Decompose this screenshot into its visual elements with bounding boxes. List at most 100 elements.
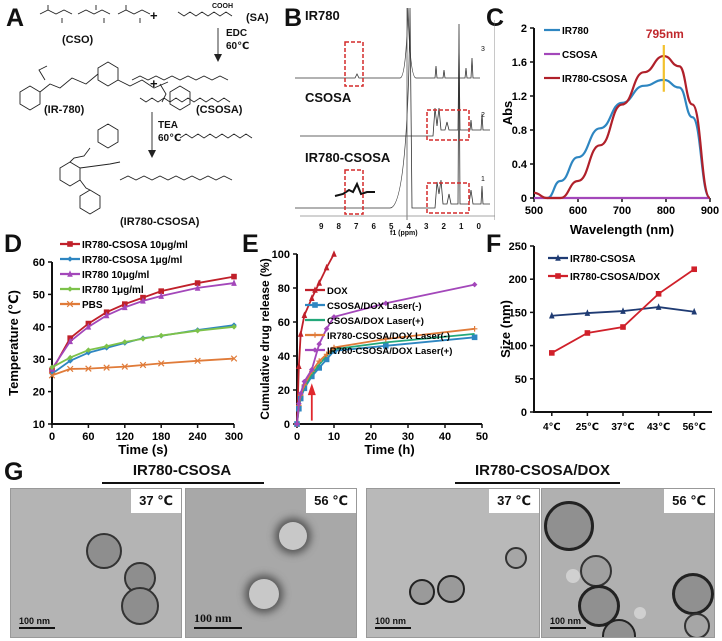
legend-label: IR780-CSOSA xyxy=(562,74,628,85)
marker-x xyxy=(121,363,129,370)
marker-plus xyxy=(316,358,322,364)
tem-image-ir780-csosa-56c: 56 ℃ 100 nm xyxy=(185,488,357,638)
marker-square xyxy=(158,288,164,294)
marker-diamond xyxy=(67,286,73,292)
legend-label: IR780-CSOSA xyxy=(570,254,636,265)
spectrum-label-ir780-csosa: IR780-CSOSA xyxy=(305,150,391,165)
y-tick-label: 200 xyxy=(509,274,527,286)
panel-label-a: A xyxy=(6,4,25,32)
legend-label: IR780 1μg/ml xyxy=(82,285,144,296)
nmr-y-tick-3: 3 xyxy=(481,46,485,53)
nmr-y-tick-2: 2 xyxy=(481,112,485,119)
tem-group-underline-2 xyxy=(455,482,620,484)
y-tick-label: 10 xyxy=(33,419,45,431)
legend-item: PBS xyxy=(60,300,103,311)
panel-label-b: B xyxy=(284,4,303,32)
x-tick-label: 0 xyxy=(49,431,55,443)
marker-diamond xyxy=(316,341,322,347)
tem-temp-label: 56 ℃ xyxy=(664,489,714,513)
x-tick-label: 900 xyxy=(701,205,719,217)
plus-sign-2: + xyxy=(150,76,158,91)
legend-item: CSOSA xyxy=(544,50,598,61)
legend-label: CSOSA xyxy=(562,50,598,61)
marker-x xyxy=(194,357,201,365)
legend-item: IR780-CSOSA 10μg/ml xyxy=(60,240,188,251)
marker-triangle xyxy=(549,311,555,319)
marker-square xyxy=(323,356,330,363)
marker-square xyxy=(331,348,337,354)
y-tick-label: 0 xyxy=(521,193,527,205)
legend-label: IR780-CSOSA 10μg/ml xyxy=(82,240,188,251)
marker-triangle xyxy=(67,270,73,277)
legend-label: CSOSA/DOX Laser(-) xyxy=(327,301,422,312)
series-ir780 xyxy=(546,78,712,200)
marker-triangle xyxy=(301,311,308,318)
marker-triangle xyxy=(67,337,73,345)
marker-triangle xyxy=(555,254,561,261)
tem-scale-bar: 100 nm xyxy=(194,611,242,629)
x-tick-label: 500 xyxy=(525,205,543,217)
marker-triangle xyxy=(331,250,337,257)
marker-triangle xyxy=(316,279,322,286)
legend-label: IR780-CSOSA/DOX Laser(-) xyxy=(327,331,450,342)
marker-diamond xyxy=(67,354,73,361)
marker-diamond xyxy=(301,378,308,385)
marker-square xyxy=(67,241,73,247)
y-tick-label: 250 xyxy=(509,241,527,253)
step2-reagent: TEA xyxy=(158,120,178,131)
legend-item: IR780 1μg/ml xyxy=(60,285,144,296)
y-tick-label: 30 xyxy=(33,354,45,366)
nmr-x-tick: 5 xyxy=(389,222,394,231)
legend-label: DOX xyxy=(327,286,348,297)
marker-x xyxy=(139,361,147,369)
marker-diamond xyxy=(158,332,164,339)
y-tick-label: 100 xyxy=(272,249,290,261)
x-tick-label: 10 xyxy=(328,431,340,443)
y-tick-label: 150 xyxy=(509,307,527,319)
marker-triangle xyxy=(655,303,662,310)
marker-x xyxy=(230,355,238,362)
series-dox xyxy=(294,250,337,427)
x-tick-label: 20 xyxy=(365,431,377,443)
marker-triangle xyxy=(231,279,237,286)
x-tick-label: 30 xyxy=(402,431,414,443)
panel-a-scheme: COOH (CSO) (SA) + EDC 60℃ (IR-780) + (CS… xyxy=(0,0,269,230)
x-tick-label: 300 xyxy=(225,431,243,443)
tem-image-ir780-csosa-37c: 37 ℃ 100 nm xyxy=(10,488,182,638)
marker-diamond xyxy=(49,364,55,371)
marker-plus xyxy=(383,336,389,342)
panel-label-d: D xyxy=(4,230,23,258)
panel-f-size-chart: 0 50 100 150 200 250 4℃ 25℃ 37℃ 43℃ 56℃ Size (nm) IR… xyxy=(498,228,722,460)
y-tick-label: 1.6 xyxy=(512,57,527,69)
nmr-y-tick-1: 1 xyxy=(481,176,485,183)
tem-temp-label: 56 ℃ xyxy=(306,489,356,513)
series-ir780-csosa xyxy=(533,54,712,200)
y-axis-label: Size (nm) xyxy=(500,300,513,358)
series-ir780-1-g-ml xyxy=(49,324,237,371)
compound-cso-label: (CSO) xyxy=(62,34,94,46)
legend-label: CSOSA/DOX Laser(+) xyxy=(327,316,424,327)
marker-diamond xyxy=(49,370,55,377)
y-tick-label: 2 xyxy=(521,23,527,35)
x-tick-label: 600 xyxy=(569,205,587,217)
legend-label: IR780-CSOSA/DOX xyxy=(570,272,660,283)
y-tick-label: 60 xyxy=(33,257,45,269)
x-tick-label: 4℃ xyxy=(543,422,561,433)
panel-b-nmr: IR780 CSOSA IR780-CSOSA 3 2 1 9 8 7 6 5 4 3 2 1 0… xyxy=(295,0,496,240)
marker-square xyxy=(620,324,626,330)
nmr-x-ticks: 9 8 7 6 5 4 3 2 1 0 xyxy=(309,222,499,232)
marker-diamond xyxy=(331,314,337,320)
legend-item: IR780 10μg/ml xyxy=(60,270,149,281)
marker-square xyxy=(549,350,555,356)
x-tick-label: 800 xyxy=(657,205,675,217)
compound-csosa-label: (CSOSA) xyxy=(196,104,243,116)
x-axis-label: Time (s) xyxy=(118,442,168,457)
nmr-x-tick: 8 xyxy=(336,222,341,231)
x-tick-label: 240 xyxy=(188,431,206,443)
tem-temp-label: 37 ℃ xyxy=(489,489,539,513)
x-tick-label: 700 xyxy=(613,205,631,217)
marker-triangle xyxy=(323,263,330,271)
y-tick-label: 50 xyxy=(515,374,527,386)
marker-x xyxy=(85,365,92,372)
marker-x xyxy=(66,300,74,308)
